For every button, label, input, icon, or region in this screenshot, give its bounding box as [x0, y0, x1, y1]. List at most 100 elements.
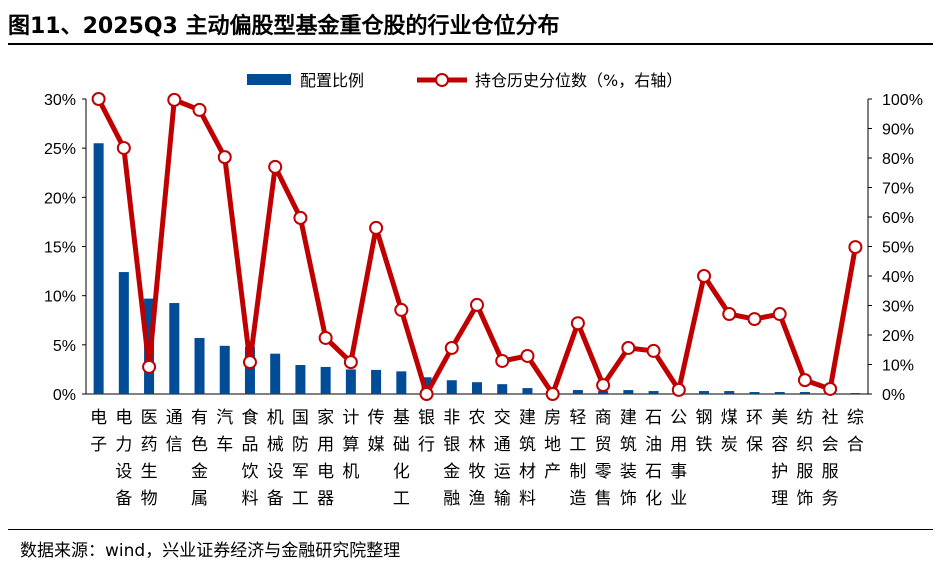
right-tick-label: 80% [882, 151, 914, 168]
bar-基础化工 [396, 371, 407, 394]
bar-商贸零售 [598, 391, 609, 394]
right-tick-label: 50% [882, 240, 914, 257]
footer-divider [8, 529, 933, 530]
line-point-商贸零售 [596, 378, 611, 393]
bar-煤炭 [724, 391, 735, 394]
line-point-公用事业 [671, 382, 686, 397]
x-tick-label: 社会服务 [822, 408, 839, 509]
bar-建筑材料 [522, 388, 533, 394]
x-tick-label: 美容护理 [771, 408, 788, 509]
line-point-国防军工 [293, 210, 308, 225]
bar-传媒 [371, 369, 382, 394]
line-series [96, 97, 858, 397]
bar-非银金融 [446, 380, 457, 394]
bar-石油石化 [648, 391, 659, 394]
right-tick-label: 100% [882, 92, 923, 109]
right-tick-label: 70% [882, 181, 914, 198]
bar-食品饮料 [244, 346, 255, 394]
left-tick-label: 10% [44, 289, 76, 306]
line-point-社会服务 [823, 381, 838, 396]
title-divider [8, 43, 933, 45]
bar-通信 [169, 303, 180, 394]
x-tick-label: 环保 [746, 408, 763, 455]
right-tick-label: 30% [882, 299, 914, 316]
right-tick-label: 90% [882, 122, 914, 139]
x-tick-label: 国防军工 [292, 408, 309, 509]
left-tick-label: 25% [44, 141, 76, 158]
source-note: 数据来源：wind，兴业证券经济与金融研究院整理 [20, 541, 401, 561]
bar-环保 [749, 392, 760, 394]
line-point-电力设备 [116, 140, 131, 155]
line-point-电子 [91, 92, 106, 106]
right-tick-label: 40% [882, 269, 914, 286]
line-point-轻工制造 [570, 316, 585, 331]
x-tick-label: 交通运输 [494, 408, 511, 509]
line-point-钢铁 [697, 269, 712, 283]
bar-钢铁 [699, 391, 710, 394]
x-tick-label: 医药生物 [141, 408, 158, 509]
right-tick-label: 20% [882, 328, 914, 345]
line-point-食品饮料 [242, 355, 257, 370]
legend-bar-label: 配置比例 [300, 71, 364, 90]
left-tick-label: 15% [44, 240, 76, 257]
x-tick-label: 综合 [847, 408, 864, 455]
x-tick-label: 传媒 [368, 408, 385, 455]
x-tick-label: 有色金属 [191, 408, 208, 509]
line-point-银行 [419, 387, 434, 401]
line-point-汽车 [217, 150, 232, 165]
right-tick-label: 10% [882, 358, 914, 375]
x-tick-label: 计算机 [342, 408, 359, 482]
line-point-美容护理 [772, 307, 787, 322]
x-tick-label: 石油石化 [645, 408, 662, 509]
line-point-煤炭 [722, 307, 737, 322]
x-tick-label: 钢铁 [696, 408, 713, 455]
x-tick-label: 农林牧渔 [469, 408, 486, 509]
legend-line-marker [435, 73, 449, 87]
line-point-传媒 [369, 220, 384, 235]
x-tick-label: 商贸零售 [595, 408, 612, 509]
line-point-纺织服饰 [797, 373, 812, 388]
bar-电力设备 [118, 272, 129, 394]
left-tick-label: 20% [44, 190, 76, 207]
x-tick-label: 家用电器 [317, 408, 334, 509]
left-tick-label: 5% [53, 338, 76, 355]
line-point-有色金属 [192, 102, 207, 117]
legend-bar-swatch [247, 74, 291, 85]
x-tick-label: 电子 [90, 408, 107, 455]
right-tick-label: 60% [882, 210, 914, 227]
bar-电子 [93, 143, 104, 394]
x-tick-label: 通信 [166, 408, 183, 455]
x-tick-label: 汽车 [216, 408, 233, 455]
line-point-建筑装饰 [621, 340, 636, 355]
bar-国防军工 [295, 364, 306, 394]
chart-title: 图11、2025Q3 主动偏股型基金重仓股的行业仓位分布 [8, 14, 560, 39]
bar-家用电器 [320, 366, 331, 394]
line-point-基础化工 [394, 302, 409, 317]
x-tick-label: 基础化工 [393, 408, 410, 509]
x-tick-label: 纺织服饰 [796, 408, 813, 509]
line-point-家用电器 [318, 330, 333, 345]
line-point-计算机 [343, 355, 358, 370]
right-tick-label: 0% [882, 387, 905, 404]
bar-汽车 [219, 345, 230, 394]
line-point-通信 [167, 92, 182, 107]
x-tick-label: 机械设备 [267, 408, 284, 509]
line-point-农林牧渔 [470, 297, 484, 312]
bar-有色金属 [194, 337, 205, 394]
bar-农林牧渔 [472, 382, 482, 394]
x-tick-label: 银行 [418, 408, 435, 455]
bar-综合 [850, 393, 861, 394]
line-point-医药生物 [142, 359, 157, 374]
x-tick-label: 煤炭 [721, 408, 738, 455]
x-tick-label: 电力设备 [115, 408, 132, 509]
x-tick-label: 食品饮料 [241, 408, 258, 509]
line-point-房地产 [545, 387, 560, 401]
left-tick-label: 0% [53, 387, 76, 404]
left-tick-label: 30% [44, 92, 76, 109]
x-tick-label: 轻工制造 [569, 408, 586, 509]
line-point-建筑材料 [520, 348, 535, 363]
line-point-综合 [848, 240, 863, 255]
x-tick-label: 建筑材料 [519, 408, 536, 509]
